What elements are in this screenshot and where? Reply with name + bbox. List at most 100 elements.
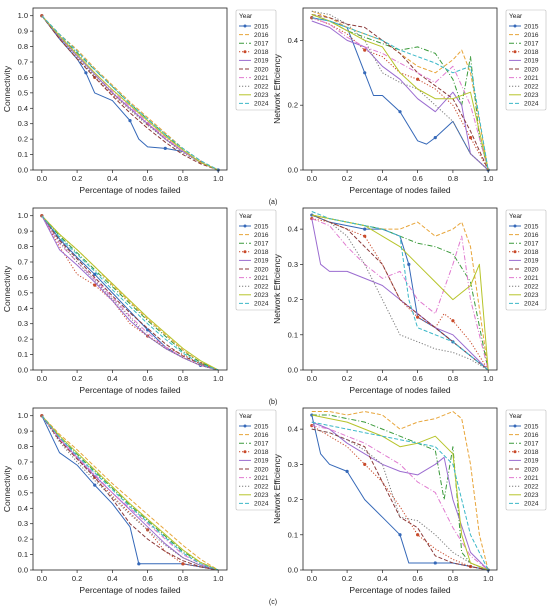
y-tick-label: 0.4 (288, 225, 298, 234)
series-line-2020 (41, 415, 219, 571)
y-tick-label: 0.6 (18, 273, 28, 282)
legend-marker-2015 (513, 424, 517, 428)
series-point-2015 (93, 483, 97, 487)
legend-label-2024: 2024 (524, 501, 539, 508)
y-axis-label: Network Efficiency (272, 253, 282, 324)
series-line-2016 (41, 15, 219, 171)
series-line-2019 (311, 20, 489, 171)
x-tick-label: 0.2 (342, 574, 352, 583)
series-line-2024 (41, 215, 219, 371)
series-point-2018 (416, 533, 420, 537)
legend-label-2015: 2015 (254, 23, 269, 30)
y-tick-label: 1.0 (18, 411, 28, 420)
y-tick-label: 0.4 (18, 104, 28, 113)
legend-label-2017: 2017 (524, 441, 539, 448)
y-tick-label: 0.7 (18, 58, 28, 67)
legend-label-2024: 2024 (524, 301, 539, 308)
y-tick-label: 0.4 (288, 425, 298, 434)
y-tick-label: 0.0 (288, 366, 298, 375)
y-tick-label: 0.2 (288, 495, 298, 504)
series-point-2015 (93, 272, 97, 276)
chart-panel-a-connectivity: 0.0 0.2 0.4 0.6 0.8 1.0 0.0 0.1 0.2 0.3 0.4 0.5 0.6 0… (2, 7, 277, 195)
legend-label-2015: 2015 (524, 23, 539, 30)
y-tick-label: 0.0 (18, 166, 28, 175)
y-tick-label: 1.0 (18, 11, 28, 20)
series-line-2022 (41, 215, 219, 371)
x-axis-label: Percentage of nodes failed (349, 585, 450, 595)
y-tick-label: 0.1 (288, 530, 298, 539)
plot-frame (302, 407, 498, 571)
legend-label-2018: 2018 (254, 449, 269, 456)
series-line-2023 (311, 414, 489, 571)
y-tick-label: 0.0 (18, 566, 28, 575)
legend-label-2018: 2018 (524, 49, 539, 56)
legend-label-2017: 2017 (254, 241, 269, 248)
x-tick-label: 0.8 (178, 574, 188, 583)
x-tick-label: 0.0 (307, 174, 317, 183)
x-tick-label: 0.2 (342, 174, 352, 183)
legend-label-2022: 2022 (524, 84, 539, 91)
y-tick-label: 0.8 (18, 242, 28, 251)
series-point-2018 (363, 462, 367, 466)
x-tick-label: 0.6 (412, 374, 422, 383)
series-line-2022 (41, 15, 219, 171)
y-axis-label: Network Efficiency (272, 453, 282, 524)
series-point-2018 (416, 315, 420, 319)
x-tick-label: 1.0 (483, 374, 493, 383)
legend-label-2021: 2021 (524, 475, 539, 482)
series-point-2015 (407, 262, 411, 266)
legend-label-2023: 2023 (524, 492, 539, 499)
x-tick-label: 0.6 (142, 374, 152, 383)
series-line-2020 (311, 214, 489, 371)
x-tick-label: 0.4 (107, 574, 117, 583)
legend-marker-2018 (513, 50, 517, 54)
chart-panel-a-efficiency: 0.0 0.2 0.4 0.6 0.8 1.0 0.0 0.2 0.4 Percentage of… (272, 7, 547, 195)
legend-label-2020: 2020 (524, 66, 539, 73)
x-tick-label: 0.4 (107, 374, 117, 383)
legend-label-2019: 2019 (524, 58, 539, 65)
x-tick-label: 0.4 (377, 374, 387, 383)
legend-marker-2015 (243, 224, 247, 228)
legend-marker-2015 (243, 24, 247, 28)
series-line-2015 (41, 15, 219, 171)
legend-marker-2018 (243, 50, 247, 54)
legend-label-2024: 2024 (524, 101, 539, 108)
x-tick-label: 0.6 (412, 174, 422, 183)
series-point-2015 (363, 71, 367, 75)
series-line-2016 (311, 411, 489, 571)
legend-label-2015: 2015 (254, 423, 269, 430)
series-line-2024 (41, 415, 219, 571)
x-tick-label: 0.8 (178, 174, 188, 183)
panel-label: (a) (269, 199, 278, 206)
plot-frame (302, 7, 498, 171)
legend-label-2017: 2017 (254, 41, 269, 48)
legend-label-2021: 2021 (524, 275, 539, 282)
legend-label-2017: 2017 (254, 441, 269, 448)
plot-frame (32, 407, 228, 571)
y-tick-label: 0.7 (18, 458, 28, 467)
y-tick-label: 0.4 (18, 504, 28, 513)
x-tick-label: 0.0 (307, 574, 317, 583)
legend-label-2019: 2019 (254, 258, 269, 265)
legend-marker-2018 (513, 450, 517, 454)
legend-label-2016: 2016 (524, 232, 539, 239)
series-point-2015 (137, 562, 141, 566)
series-line-2019 (41, 215, 219, 371)
x-tick-label: 0.8 (178, 374, 188, 383)
y-tick-label: 0.4 (18, 304, 28, 313)
legend-label-2021: 2021 (254, 475, 269, 482)
legend-marker-2015 (243, 424, 247, 428)
series-line-2015 (311, 414, 489, 571)
legend-label-2022: 2022 (254, 284, 269, 291)
y-tick-label: 0.4 (288, 36, 298, 45)
y-tick-label: 0.7 (18, 258, 28, 267)
legend-label-2020: 2020 (524, 266, 539, 273)
legend-label-2022: 2022 (524, 284, 539, 291)
y-tick-label: 1.0 (18, 211, 28, 220)
series-point-2015 (84, 71, 88, 75)
legend-marker-2018 (243, 250, 247, 254)
y-tick-label: 0.2 (288, 295, 298, 304)
